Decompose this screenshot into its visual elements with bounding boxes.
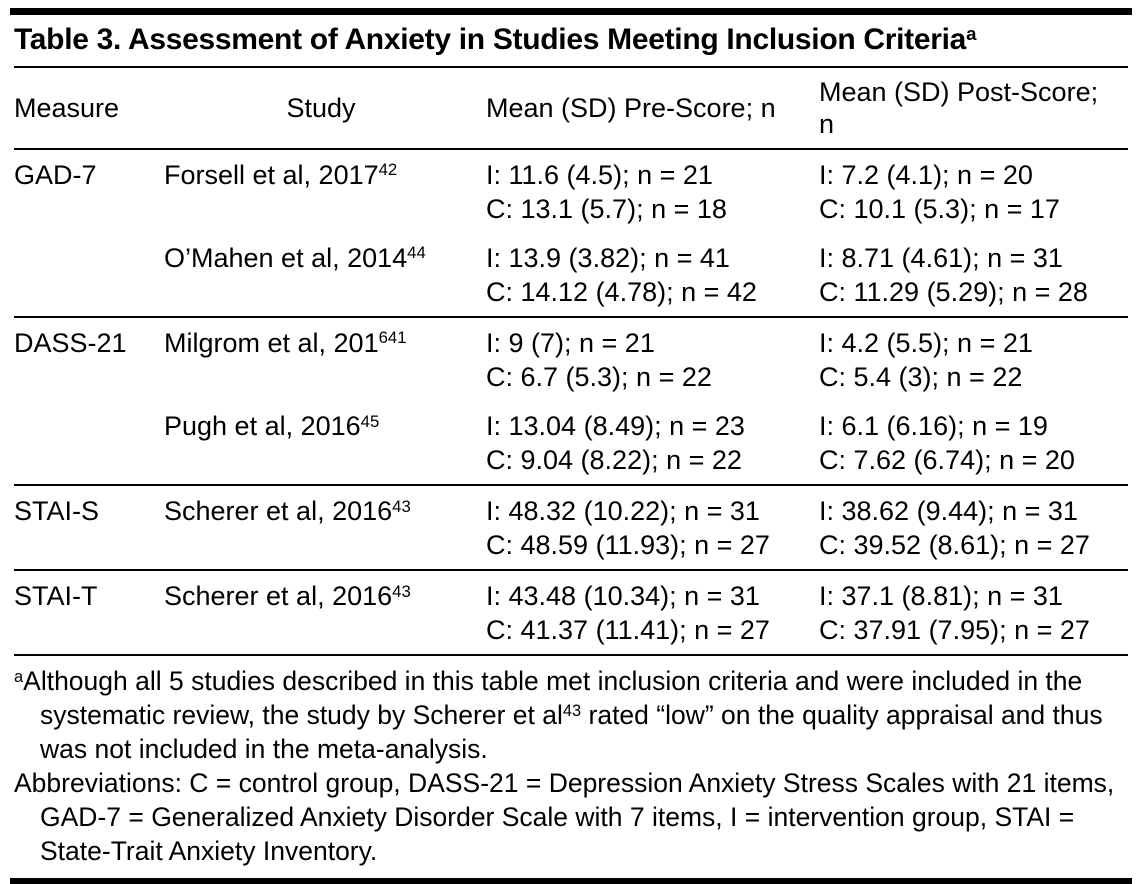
table-row: STAI-S Scherer et al, 201643 I: 48.32 (1… [14, 485, 1128, 570]
measure-cell: STAI-T [14, 580, 98, 611]
study-cell: O’Mahen et al, 201444 [164, 233, 486, 317]
score-line: C: 14.12 (4.78); n = 42 [486, 276, 757, 307]
post-score-cell: I: 38.62 (9.44); n = 31 C: 39.52 (8.61);… [819, 485, 1128, 570]
table-sheet: Table 3. Assessment of Anxiety in Studie… [10, 8, 1132, 884]
anxiety-assessment-table: Measure Study Mean (SD) Pre-Score; n Mea… [14, 68, 1128, 656]
footnote-a: aAlthough all 5 studies described in thi… [14, 665, 1128, 767]
pre-score-cell: I: 11.6 (4.5); n = 21 C: 13.1 (5.7); n =… [486, 149, 819, 233]
study-name: Scherer et al, 2016 [164, 495, 393, 526]
reference-superscript: 42 [378, 160, 398, 180]
score-line: I: 8.71 (4.61); n = 31 [819, 242, 1063, 273]
score-line: I: 4.2 (5.5); n = 21 [819, 327, 1033, 358]
measure-group-gad7: GAD-7 Forsell et al, 201742 I: 11.6 (4.5… [14, 149, 1128, 317]
pre-score-cell: I: 43.48 (10.34); n = 31 C: 41.37 (11.41… [486, 570, 819, 655]
score-line: C: 10.1 (5.3); n = 17 [819, 193, 1060, 224]
table-title: Table 3. Assessment of Anxiety in Studie… [14, 15, 1128, 68]
post-score-cell: I: 4.2 (5.5); n = 21 C: 5.4 (3); n = 22 [819, 317, 1128, 401]
score-line: C: 13.1 (5.7); n = 18 [486, 193, 727, 224]
score-line: C: 6.7 (5.3); n = 22 [486, 361, 712, 392]
measure-group-stai-t: STAI-T Scherer et al, 201643 I: 43.48 (1… [14, 569, 1128, 655]
table-row: STAI-T Scherer et al, 201643 I: 43.48 (1… [14, 570, 1128, 655]
table-row: O’Mahen et al, 201444 I: 13.9 (3.82); n … [14, 233, 1128, 317]
measure-group-stai-s: STAI-S Scherer et al, 201643 I: 48.32 (1… [14, 484, 1128, 570]
score-line: I: 7.2 (4.1); n = 20 [819, 159, 1033, 190]
study-cell: Milgrom et al, 201641 [164, 317, 486, 401]
score-line: I: 6.1 (6.16); n = 19 [819, 410, 1048, 441]
score-line: C: 9.04 (8.22); n = 22 [486, 444, 742, 475]
score-line: I: 37.1 (8.81); n = 31 [819, 580, 1063, 611]
study-cell: Forsell et al, 201742 [164, 149, 486, 233]
pre-score-cell: I: 13.9 (3.82); n = 41 C: 14.12 (4.78); … [486, 233, 819, 317]
score-line: C: 11.29 (5.29); n = 28 [819, 276, 1088, 307]
study-cell: Scherer et al, 201643 [164, 485, 486, 570]
footnote-a-reference-superscript: 43 [562, 701, 582, 720]
table-title-text: Table 3. Assessment of Anxiety in Studie… [14, 23, 967, 56]
table-footnotes: aAlthough all 5 studies described in thi… [14, 656, 1128, 868]
post-score-cell: I: 7.2 (4.1); n = 20 C: 10.1 (5.3); n = … [819, 149, 1128, 233]
pre-score-cell: I: 13.04 (8.49); n = 23 C: 9.04 (8.22); … [486, 401, 819, 485]
score-line: C: 41.37 (11.41); n = 27 [486, 614, 770, 645]
score-line: I: 13.9 (3.82); n = 41 [486, 242, 730, 273]
footnote-a-text: Although all 5 studies described in this… [23, 665, 1083, 730]
table-row: Pugh et al, 201645 I: 13.04 (8.49); n = … [14, 401, 1128, 485]
abbreviations-note: Abbreviations: C = control group, DASS-2… [14, 767, 1128, 869]
score-line: I: 48.32 (10.22); n = 31 [486, 495, 760, 526]
table-row: GAD-7 Forsell et al, 201742 I: 11.6 (4.5… [14, 149, 1128, 233]
study-cell: Pugh et al, 201645 [164, 401, 486, 485]
measure-group-dass21: DASS-21 Milgrom et al, 201641 I: 9 (7); … [14, 316, 1128, 485]
study-cell: Scherer et al, 201643 [164, 570, 486, 655]
pre-score-cell: I: 48.32 (10.22); n = 31 C: 48.59 (11.93… [486, 485, 819, 570]
score-line: C: 7.62 (6.74); n = 20 [819, 444, 1075, 475]
reference-superscript: 45 [360, 411, 380, 431]
table-header-row: Measure Study Mean (SD) Pre-Score; n Mea… [14, 68, 1128, 150]
pre-score-cell: I: 9 (7); n = 21 C: 6.7 (5.3); n = 22 [486, 317, 819, 401]
footnote-a-marker: a [14, 667, 24, 686]
column-header-post-score: Mean (SD) Post-Score; n [819, 68, 1128, 150]
column-header-pre-score: Mean (SD) Pre-Score; n [486, 68, 819, 150]
post-score-cell: I: 37.1 (8.81); n = 31 C: 37.91 (7.95); … [819, 570, 1128, 655]
post-score-cell: I: 6.1 (6.16); n = 19 C: 7.62 (6.74); n … [819, 401, 1128, 485]
score-line: C: 37.91 (7.95); n = 27 [819, 614, 1090, 645]
column-header-measure: Measure [14, 68, 164, 150]
reference-superscript: 44 [407, 243, 426, 263]
study-name: Forsell et al, 2017 [164, 159, 379, 190]
study-name: O’Mahen et al, 2014 [164, 242, 408, 273]
score-line: I: 13.04 (8.49); n = 23 [486, 410, 745, 441]
measure-cell: GAD-7 [14, 159, 97, 190]
score-line: C: 48.59 (11.93); n = 27 [486, 529, 770, 560]
table-row: DASS-21 Milgrom et al, 201641 I: 9 (7); … [14, 317, 1128, 401]
reference-superscript: 641 [378, 328, 407, 348]
study-name: Milgrom et al, 201 [164, 327, 379, 358]
abbreviations-text: Abbreviations: C = control group, DASS-2… [14, 767, 1115, 866]
column-header-study: Study [164, 68, 486, 150]
reference-superscript: 43 [392, 496, 411, 516]
post-score-cell: I: 8.71 (4.61); n = 31 C: 11.29 (5.29); … [819, 233, 1128, 317]
study-name: Scherer et al, 2016 [164, 580, 393, 611]
score-line: I: 43.48 (10.34); n = 31 [486, 580, 760, 611]
table-title-superscript: a [966, 22, 977, 44]
study-name: Pugh et al, 2016 [164, 410, 361, 441]
score-line: I: 11.6 (4.5); n = 21 [486, 159, 713, 190]
footnote-a-text-continued: rated “low” on the quality appraisal and… [40, 699, 1103, 764]
score-line: I: 38.62 (9.44); n = 31 [819, 495, 1078, 526]
measure-cell: STAI-S [14, 495, 100, 526]
reference-superscript: 43 [392, 581, 411, 601]
score-line: C: 5.4 (3); n = 22 [819, 361, 1023, 392]
score-line: I: 9 (7); n = 21 [486, 327, 655, 358]
measure-cell: DASS-21 [14, 327, 127, 358]
score-line: C: 39.52 (8.61); n = 27 [819, 529, 1090, 560]
